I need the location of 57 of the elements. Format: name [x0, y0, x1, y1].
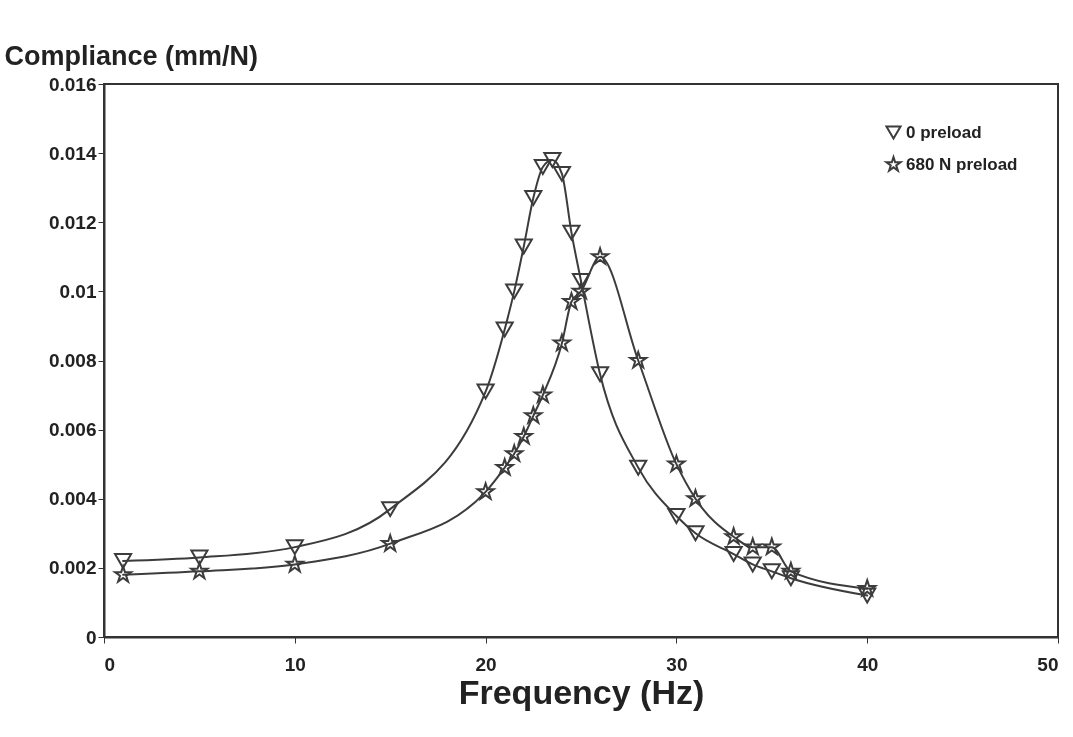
y-tick-label: 0.006 [48, 419, 97, 441]
y-axis-title: Compliance (mm/N) [4, 40, 259, 71]
point [522, 404, 545, 426]
point [512, 425, 535, 446]
point [667, 508, 686, 525]
point [571, 273, 591, 289]
point [474, 480, 497, 502]
point [856, 577, 879, 598]
point [476, 383, 495, 400]
x-tick-label: 40 [857, 653, 879, 675]
point [381, 501, 400, 518]
point [743, 556, 762, 573]
x-tick-label: 50 [1037, 653, 1059, 675]
point [724, 546, 743, 563]
point [114, 552, 133, 569]
point [283, 554, 306, 574]
point [742, 535, 764, 557]
point [190, 549, 209, 566]
point [495, 321, 514, 338]
point [533, 158, 552, 175]
point [629, 459, 648, 476]
point [858, 587, 877, 604]
point [188, 560, 211, 581]
point [532, 383, 554, 405]
point [627, 349, 650, 370]
point [503, 442, 526, 463]
x-tick-label: 30 [666, 653, 688, 675]
point [591, 366, 610, 383]
point [524, 190, 543, 207]
point [543, 152, 562, 169]
y-tick-label: 0.002 [48, 557, 97, 579]
x-tick-label: 20 [475, 653, 497, 675]
point [665, 452, 688, 474]
y-tick-label: 0.014 [48, 142, 97, 164]
x-tick-label: 10 [284, 653, 306, 675]
y-tick-label: 0.008 [48, 350, 97, 371]
point [493, 456, 516, 477]
point [762, 563, 781, 580]
x-tick-label: 0 [104, 653, 116, 675]
y-tick-label: 0 [85, 626, 97, 648]
y-tick-label: 0.012 [48, 211, 97, 233]
point [551, 331, 573, 353]
point [686, 525, 705, 542]
point [562, 224, 581, 241]
point [781, 570, 800, 587]
point [722, 525, 745, 546]
point [552, 165, 571, 182]
point [505, 283, 524, 300]
legend-label: 680 N preload [906, 154, 1018, 174]
x-axis-title: Frequency (Hz) [458, 672, 705, 711]
point [761, 535, 783, 557]
legend-label: 0 preload [906, 122, 982, 142]
point [285, 539, 304, 556]
y-tick-label: 0.01 [59, 280, 97, 302]
y-tick-label: 0.004 [48, 488, 97, 510]
point [514, 238, 533, 255]
y-tick-label: 0.016 [48, 73, 97, 95]
